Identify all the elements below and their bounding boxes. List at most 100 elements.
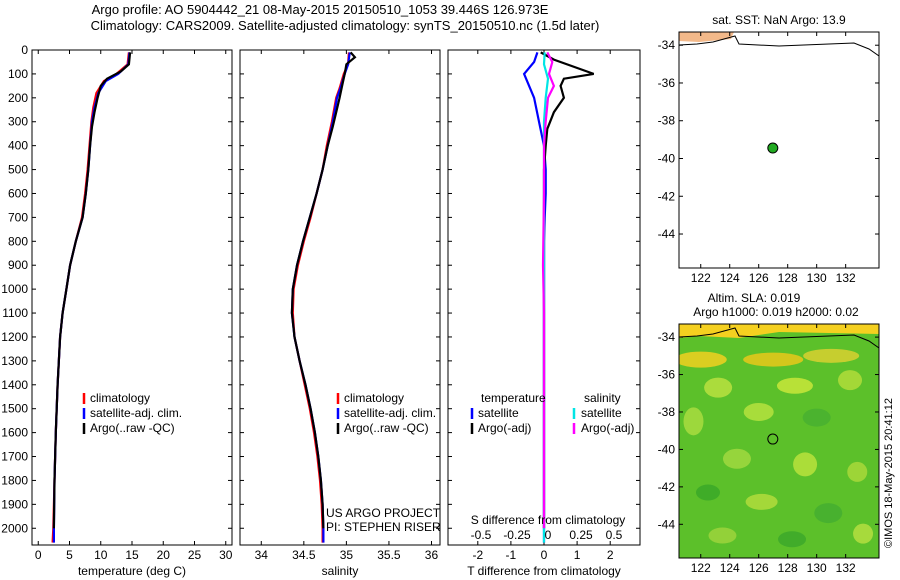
depth-tick-label: 1000 (1, 282, 28, 296)
x-tick-label: 36 (425, 548, 439, 562)
land-mask (679, 32, 734, 42)
argo-float-marker (767, 142, 779, 154)
x-tick-label: 30 (219, 548, 233, 562)
map-area (679, 32, 879, 268)
depth-tick-label: 1700 (1, 450, 28, 464)
x-tick-label: 35.5 (377, 548, 401, 562)
plot-frame (239, 49, 441, 546)
map-area (679, 324, 879, 558)
lat-tick-label: -36 (658, 368, 676, 382)
x-axis-label: temperature (deg C) (78, 564, 186, 578)
top-tick-label: 0.5 (606, 528, 623, 542)
top-tick-label: 0 (545, 528, 552, 542)
lat-tick-label: -38 (658, 114, 676, 128)
difference-panel: -2 -1 0 1 2 T difference from climatology temp… (447, 49, 641, 578)
x-tick-label: -1 (506, 548, 517, 562)
sla-map-title: Altim. SLA: 0.019 (708, 291, 801, 305)
legend-label: Argo(-adj) (478, 421, 531, 435)
sst-map-panel: 122 124 126 128 130 132 -34 -36 -38 -40 -42 -44 sat.… (658, 13, 880, 285)
sla-anomaly-patch (704, 377, 733, 398)
x-tick-label: -2 (472, 548, 483, 562)
sla-anomaly-patch (722, 448, 751, 469)
top-axis-label: S difference from climatology (471, 513, 626, 527)
figure-title-line1: Argo profile: AO 5904442_21 08-May-2015 … (91, 2, 549, 17)
sla-anomaly-patch (708, 527, 737, 544)
sla-anomaly-patch (793, 452, 818, 477)
map-frame (678, 323, 880, 559)
x-tick-label: 2 (607, 548, 614, 562)
sla-anomaly-patch (743, 402, 774, 421)
legend-label: satellite (581, 406, 622, 420)
lon-tick-label: 132 (836, 271, 856, 285)
legend-label: climatology (90, 391, 150, 405)
legend-heading: temperature (481, 391, 546, 405)
argo-float-marker (767, 433, 779, 445)
lat-tick-label: -44 (658, 227, 676, 241)
series-line-s-argo-adj- (541, 51, 556, 529)
depth-tick-label: 1100 (2, 306, 28, 320)
depth-tick-label: 2000 (1, 521, 28, 535)
legend-label: Argo(..raw -QC) (344, 421, 429, 435)
depth-tick-label: 600 (8, 186, 28, 200)
salinity-panel: 34 34.5 35 35.5 36 salinity climatologysatelli… (239, 49, 441, 578)
lon-tick-label: 122 (691, 271, 711, 285)
pi-annotation: PI: STEPHEN RISER (326, 520, 441, 534)
depth-tick-label: 300 (8, 115, 28, 129)
lon-tick-label: 126 (749, 561, 769, 575)
lon-tick-label: 124 (720, 561, 740, 575)
sla-anomaly-patch (745, 493, 778, 510)
lon-tick-label: 126 (749, 271, 769, 285)
coastline (679, 35, 879, 57)
legend-label: satellite (478, 406, 519, 420)
lon-tick-label: 130 (807, 561, 827, 575)
depth-tick-label: 900 (8, 258, 28, 272)
map-frame (678, 31, 880, 269)
temperature-panel: 0100200300400500600700800900100011001200… (1, 43, 232, 578)
depth-tick-label: 400 (8, 139, 28, 153)
legend-label: Argo(..raw -QC) (90, 421, 175, 435)
sla-anomaly-patch (838, 370, 863, 391)
lat-tick-label: -44 (658, 517, 676, 531)
depth-tick-label: 0 (21, 43, 28, 57)
x-tick-label: 0 (541, 548, 548, 562)
x-tick-label: 15 (125, 548, 139, 562)
depth-tick-label: 500 (8, 163, 28, 177)
lat-tick-label: -40 (658, 442, 676, 456)
sla-anomaly-patch (679, 351, 727, 368)
x-tick-label: 0 (35, 548, 42, 562)
lon-tick-label: 132 (836, 561, 856, 575)
imos-credit: ©IMOS 18-May-2015 20:41:12 (883, 398, 895, 548)
lat-tick-label: -34 (658, 330, 676, 344)
top-tick-label: -0.25 (503, 528, 531, 542)
x-tick-label: 5 (66, 548, 73, 562)
sst-field (679, 32, 879, 268)
x-tick-label: 34 (255, 548, 269, 562)
x-tick-label: 20 (157, 548, 171, 562)
sla-anomaly-patch (695, 484, 720, 501)
sla-anomaly-patch (778, 531, 807, 548)
lon-tick-label: 128 (778, 561, 798, 575)
legend-label: climatology (344, 391, 404, 405)
land-mask (679, 324, 879, 338)
depth-tick-label: 1300 (1, 354, 28, 368)
sla-anomaly-patch (803, 348, 860, 363)
depth-tick-label: 1500 (1, 402, 28, 416)
depth-tick-label: 1800 (1, 473, 28, 487)
x-tick-label: 10 (94, 548, 108, 562)
legend-label: satellite-adj. clim. (344, 406, 436, 420)
sst-map-title: sat. SST: NaN Argo: 13.9 (712, 13, 846, 27)
sla-anomaly-patch (683, 407, 704, 436)
x-tick-label: 34.5 (292, 548, 316, 562)
depth-tick-label: 1400 (1, 378, 28, 392)
sla-anomaly-patch (776, 377, 813, 394)
lat-tick-label: -40 (658, 151, 676, 165)
pi-annotation: US ARGO PROJECT (326, 506, 441, 520)
lon-tick-label: 130 (807, 271, 827, 285)
x-tick-label: 1 (574, 548, 581, 562)
legend-heading: salinity (584, 391, 621, 405)
depth-tick-label: 1200 (1, 330, 28, 344)
lon-tick-label: 128 (778, 271, 798, 285)
sla-map-panel: 122 124 126 128 130 132 -34 -36 -38 -40 -42 -44 Alti… (658, 291, 880, 575)
series-line-argo-raw-qc- (52, 52, 132, 529)
